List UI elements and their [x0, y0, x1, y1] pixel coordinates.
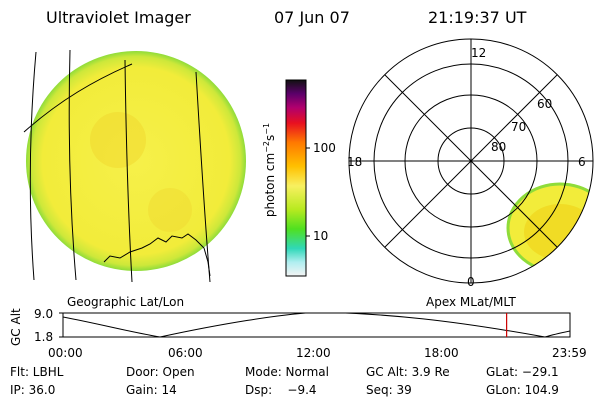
altitude-curve: [63, 313, 570, 337]
coastline: [103, 233, 211, 277]
unit-exponent: −1: [262, 122, 271, 135]
date-label: 07 Jun 07: [274, 8, 350, 27]
unit-text: photon cm: [263, 152, 277, 218]
bright-patch: [90, 112, 146, 168]
polar-caption: Apex MLat/MLT: [426, 295, 516, 309]
altitude-strip: [59, 312, 571, 338]
lat-label-80: 80: [491, 140, 507, 154]
strip-xtick-label: 23:59: [552, 346, 587, 360]
seq-info: Seq: 39: [366, 383, 412, 397]
dsp-info: Dsp: −9.4: [245, 383, 317, 397]
strip-ytick-label: 1.8: [34, 330, 54, 344]
door-info: Door: Open: [126, 365, 195, 379]
polar-plot: [348, 38, 594, 284]
meridian-line: [124, 59, 133, 283]
meridian-line: [68, 49, 77, 281]
color-bar: [285, 79, 307, 277]
time-label: 21:19:37 UT: [428, 8, 527, 27]
strip-xtick-label: 06:00: [168, 346, 203, 360]
colorbar-tick-label: 100: [313, 141, 336, 155]
bright-patch: [148, 188, 192, 232]
unit-text: s: [263, 134, 277, 141]
mlt-axis-diagonal: [384, 74, 558, 248]
uv-image-geographic: [23, 49, 246, 283]
ip-info: IP: 36.0: [10, 383, 56, 397]
color-scale: [285, 79, 310, 277]
mlt-label-18: 18: [347, 155, 363, 169]
mlt-label-6: 6: [578, 155, 586, 169]
aurora-core: [524, 204, 593, 260]
filter-info: Flt: LBHL: [10, 365, 64, 379]
glon-info: GLon: 104.9: [486, 383, 559, 397]
gain-info: Gain: 14: [126, 383, 177, 397]
strip-ylabel: GC Alt: [9, 308, 23, 346]
unit-exponent: −2: [262, 140, 271, 153]
mlt-label-0: 0: [467, 275, 475, 289]
glat-info: GLat: −29.1: [486, 365, 559, 379]
colorbar-unit-label: photon cm−2s−1: [262, 100, 277, 240]
strip-xtick-label: 00:00: [48, 346, 83, 360]
strip-ytick-label: 9.0: [34, 307, 54, 321]
gc-alt-info: GC Alt: 3.9 Re: [366, 365, 450, 379]
geographic-caption: Geographic Lat/Lon: [67, 295, 185, 309]
strip-frame: [62, 312, 571, 338]
lat-label-60: 60: [537, 97, 553, 111]
mode-info: Mode: Normal: [245, 365, 329, 379]
colorbar-tick-label: 10: [313, 229, 329, 243]
mlt-label-12: 12: [471, 46, 487, 60]
lat-label-70: 70: [511, 120, 527, 134]
parallel-line: [23, 63, 133, 133]
strip-xtick-label: 18:00: [424, 346, 459, 360]
meridian-line: [29, 51, 37, 281]
instrument-title: Ultraviolet Imager: [46, 8, 191, 27]
meridian-line: [195, 71, 211, 283]
strip-xtick-label: 12:00: [296, 346, 331, 360]
